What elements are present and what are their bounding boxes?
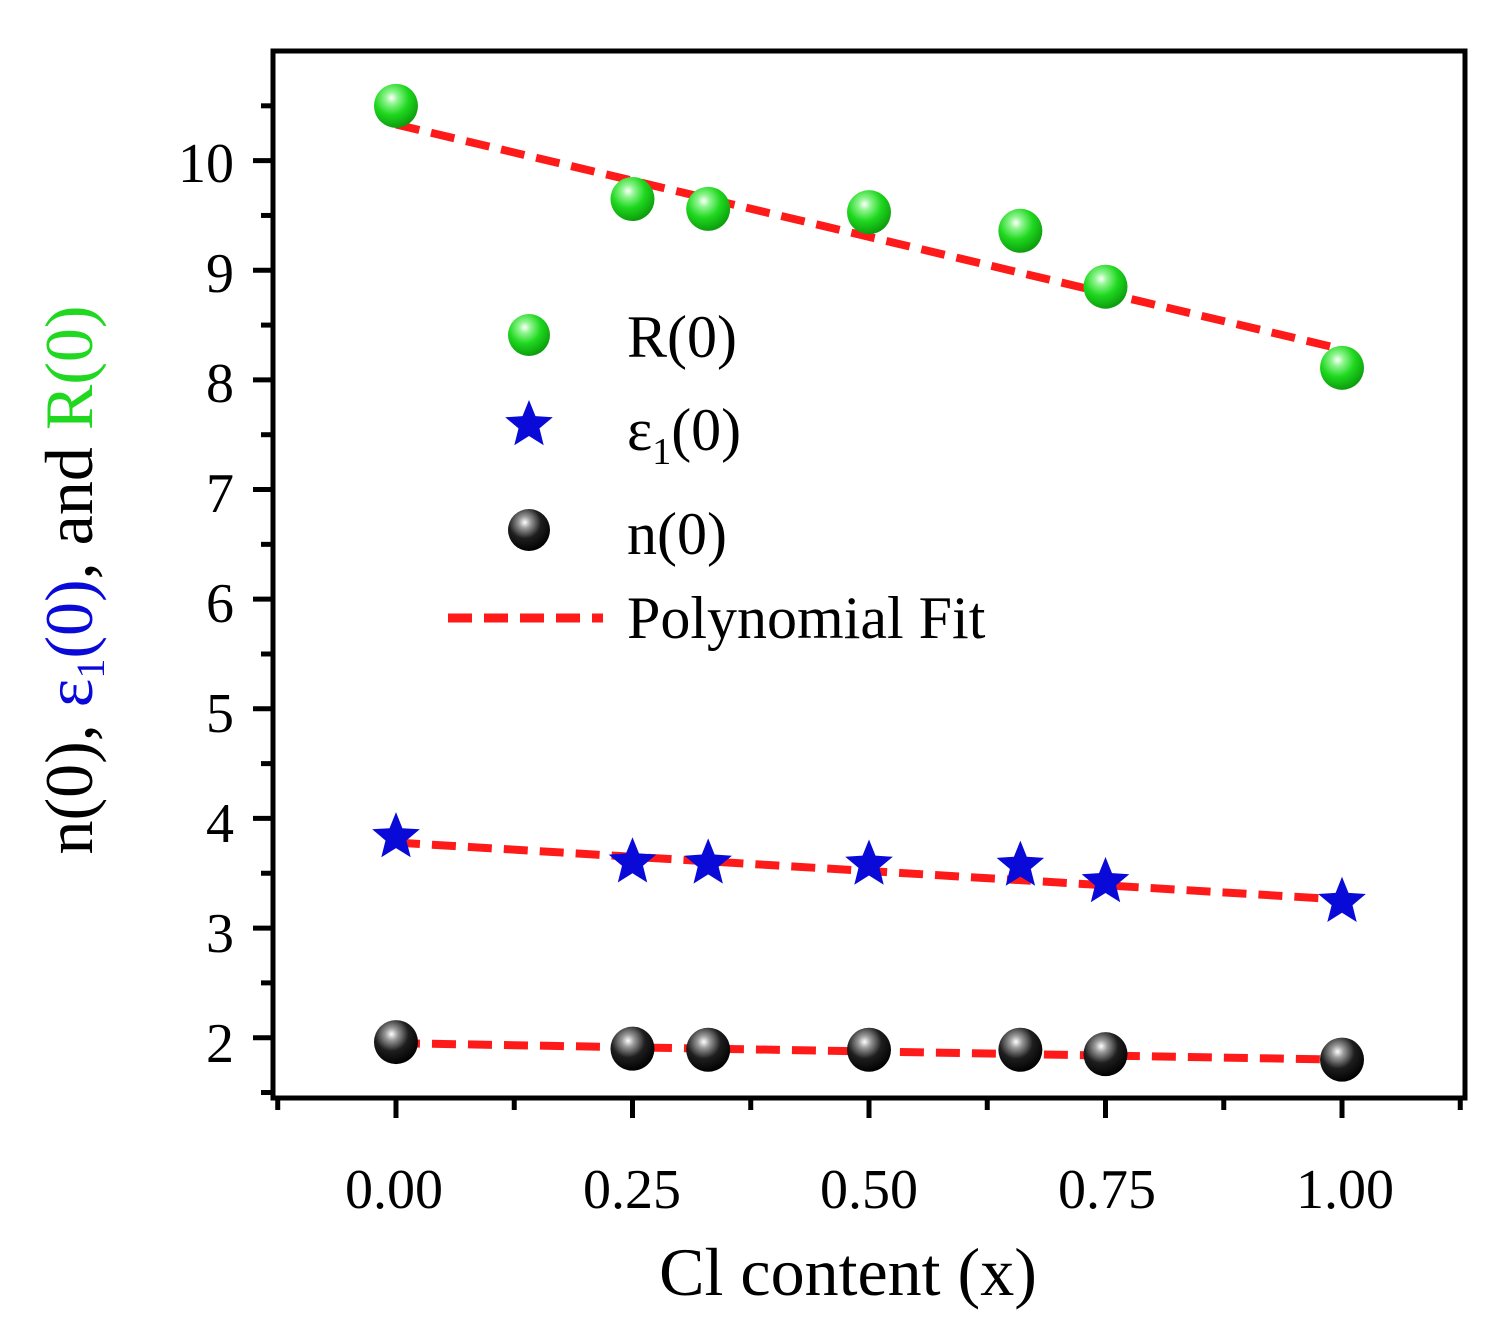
y-tick-label: 5 (206, 683, 234, 745)
y-axis: 2 3 4 5 6 7 8 9 10 n(0), ε1(0), and R(0) (31, 103, 273, 1096)
y-tick-label: 6 (206, 573, 234, 635)
legend-label-n: n(0) (627, 501, 727, 567)
data-point-n (998, 1027, 1043, 1072)
legend-eps-symbol: ε (627, 397, 652, 463)
data-point-n (1320, 1037, 1365, 1082)
data-point-n (1083, 1032, 1128, 1077)
data-point-eps (1318, 876, 1366, 922)
y-tick-label: 10 (178, 133, 234, 195)
y-tick-label: 7 (206, 463, 234, 525)
data-point-n (847, 1027, 891, 1072)
legend-marker-r (508, 314, 550, 356)
data-points (372, 83, 1366, 1082)
data-point-n (686, 1027, 731, 1072)
x-axis: 0.00 0.25 0.50 0.75 1.00 Cl content (x) (275, 1098, 1463, 1310)
x-ticks (275, 1098, 1463, 1118)
x-axis-title: Cl content (x) (659, 1234, 1037, 1310)
legend-marker-eps (505, 400, 553, 446)
data-point-r (1320, 345, 1365, 390)
data-point-eps (996, 840, 1045, 886)
x-tick-label: 0.50 (820, 1159, 918, 1221)
data-point-r (686, 186, 731, 231)
legend-eps-rest: (0) (671, 397, 741, 463)
data-point-r (847, 190, 891, 235)
y-tick-label: 4 (206, 793, 234, 855)
y-tick-label: 8 (206, 353, 234, 415)
y-title-n: n(0), (31, 707, 107, 854)
data-point-r (373, 83, 418, 128)
x-tick-label: 0.00 (345, 1159, 443, 1221)
y-title-r: R(0) (31, 306, 107, 431)
data-point-eps (845, 839, 893, 885)
data-point-n (610, 1026, 655, 1071)
x-tick-label: 1.00 (1296, 1159, 1394, 1221)
data-point-r (1083, 264, 1128, 309)
x-tick-label: 0.25 (583, 1159, 681, 1221)
data-point-eps (608, 837, 657, 883)
y-axis-title: n(0), ε1(0), and R(0) (31, 306, 113, 855)
legend-marker-n (508, 509, 550, 551)
y-title-eps: ε (31, 679, 107, 708)
data-point-eps (372, 812, 420, 858)
y-tick-label: 9 (206, 243, 234, 305)
data-point-eps (684, 838, 732, 884)
legend-label-r: R(0) (627, 304, 737, 370)
y-title-and: , and (31, 430, 107, 579)
y-title-eps-rest: (0) (31, 579, 107, 658)
data-point-r (998, 208, 1043, 253)
fit-line-0 (395, 120, 1343, 354)
legend: R(0) ε1(0) n(0) Polynomial Fit (448, 304, 986, 651)
x-tick-label: 0.75 (1058, 1159, 1156, 1221)
data-point-r (610, 177, 655, 222)
legend-label-fit: Polynomial Fit (627, 585, 986, 651)
y-tick-label: 3 (206, 903, 234, 965)
data-point-eps (1081, 857, 1130, 903)
y-ticks (253, 103, 273, 1096)
y-tick-label: 2 (206, 1013, 234, 1075)
legend-label-eps: ε1(0) (627, 397, 741, 473)
data-point-n (373, 1020, 418, 1065)
legend-eps-sub: 1 (652, 431, 671, 473)
y-title-eps-sub: 1 (68, 659, 113, 679)
